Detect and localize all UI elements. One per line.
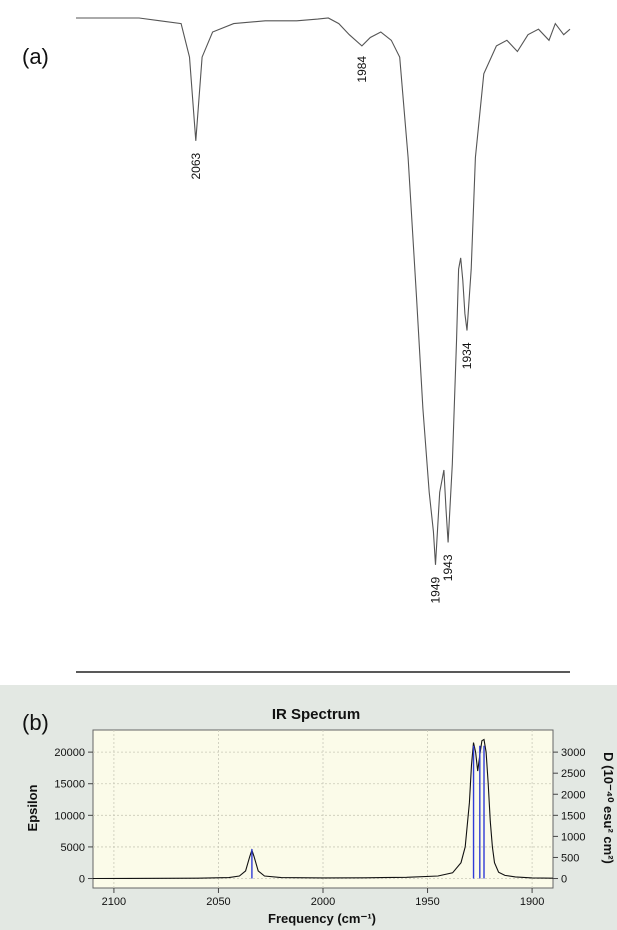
panel-b-y2-tick-1000: 1000 — [561, 831, 585, 843]
peak-label-1943: 1943 — [441, 554, 455, 581]
panel-b-y-tick-20000: 20000 — [54, 747, 85, 759]
panel-b-y2-tick-1500: 1500 — [561, 810, 585, 822]
panel-b-y-tick-0: 0 — [79, 874, 85, 886]
panel-b-y2-ticks: 0 500 1000 1500 2000 2500 3000 — [553, 747, 585, 886]
panel-b-series-group — [92, 738, 554, 880]
panel-b-y2-tick-0: 0 — [561, 874, 567, 886]
panel-b-title: IR Spectrum — [272, 706, 360, 723]
panel-b-y2-tick-3000: 3000 — [561, 747, 585, 759]
panel-b-x-tick-1950: 1950 — [415, 896, 439, 908]
panel-a-background — [0, 0, 617, 672]
panel-b-y2-tick-500: 500 — [561, 852, 579, 864]
panel-b-label: (b) — [22, 710, 49, 735]
peak-label-1984: 1984 — [355, 56, 369, 83]
peak-label-1949: 1949 — [429, 576, 443, 603]
panel-b-x-ticks: 2100 2050 2000 1950 1900 — [102, 888, 544, 908]
panel-b-x-tick-1900: 1900 — [520, 896, 544, 908]
panel-b-y-ticks: 0 5000 10000 15000 20000 — [54, 747, 93, 886]
peak-label-1934: 1934 — [460, 342, 474, 369]
panel-b-x-tick-2000: 2000 — [311, 896, 335, 908]
panel-a-series-line-0 — [76, 17, 571, 565]
panel-b-x-axis-title: Frequency (cm⁻¹) — [268, 911, 376, 926]
panel-b-y-tick-15000: 15000 — [54, 779, 85, 791]
panel-b-y-tick-10000: 10000 — [54, 810, 85, 822]
panel-a-label: (a) — [22, 44, 49, 69]
panel-b-x-tick-2050: 2050 — [206, 896, 230, 908]
panel-a-series-group — [76, 17, 571, 565]
panel-b: (b) IR Spectrum 0 5000 10000 15000 20000 0 50… — [0, 685, 617, 930]
panel-b-y2-tick-2500: 2500 — [561, 768, 585, 780]
panel-b-y2-axis-title: D (10⁻⁴⁰ esu² cm²) — [601, 752, 616, 864]
panel-b-x-tick-2100: 2100 — [102, 896, 126, 908]
panel-b-y-tick-5000: 5000 — [61, 842, 85, 854]
panel-b-y2-tick-2000: 2000 — [561, 789, 585, 801]
peak-label-2063: 2063 — [189, 152, 203, 179]
panel-b-y-axis-title: Epsilon — [25, 784, 40, 831]
